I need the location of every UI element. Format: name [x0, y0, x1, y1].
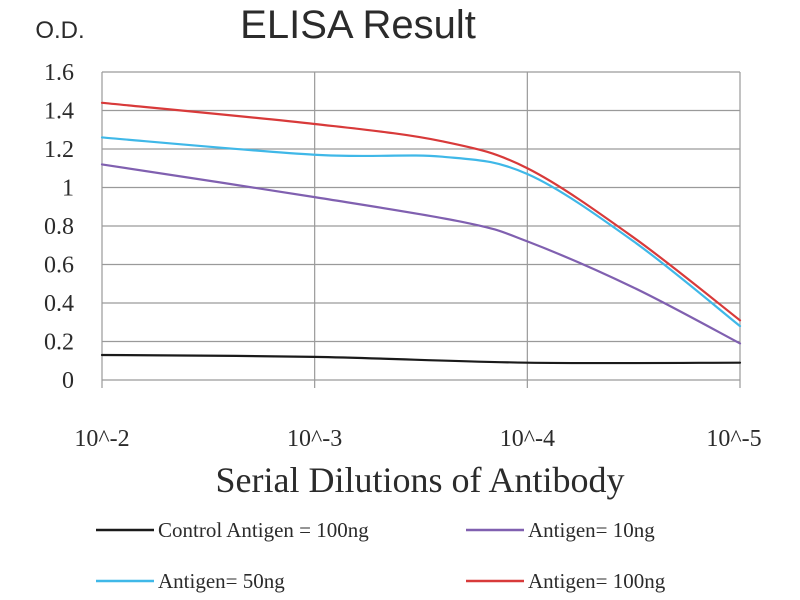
x-tick-labels: 10^-2 10^-3 10^-4 10^-5 — [74, 426, 761, 452]
series-lines — [100, 101, 742, 365]
y-tick-label: 0.4 — [44, 291, 74, 317]
series-line-control-antigen-100ng — [100, 353, 742, 365]
y-tick-label: 0.6 — [44, 253, 74, 279]
y-tick-label: 0.8 — [44, 214, 74, 240]
legend-label: Antigen= 10ng — [528, 518, 655, 542]
y-tick-labels: 1.6 1.4 1.2 1 0.8 0.6 0.4 0.2 0 — [44, 60, 74, 394]
legend-label: Antigen= 100ng — [528, 569, 666, 593]
legend: Control Antigen = 100ng Antigen= 10ng Anti… — [96, 518, 666, 593]
chart-title: ELISA Result — [240, 3, 476, 47]
y-tick-label: 0.2 — [44, 330, 74, 356]
x-tick-label: 10^-5 — [706, 426, 761, 452]
legend-label: Antigen= 50ng — [158, 569, 285, 593]
x-tick-label: 10^-4 — [500, 426, 555, 452]
series-line-antigen-10ng — [100, 163, 742, 345]
x-tick-label: 10^-3 — [287, 426, 342, 452]
y-tick-label: 1.4 — [44, 99, 74, 125]
series-line-antigen-100ng — [100, 101, 742, 322]
series-line-antigen-50ng — [100, 136, 742, 328]
y-tick-label: 1.6 — [44, 60, 74, 86]
x-tick-label: 10^-2 — [74, 426, 129, 452]
y-axis-label: O.D. — [35, 17, 84, 44]
y-tick-label: 1.2 — [44, 137, 74, 163]
y-tick-label: 1 — [62, 176, 74, 202]
legend-label: Control Antigen = 100ng — [158, 518, 369, 542]
grid-lines — [101, 71, 741, 388]
x-axis-label: Serial Dilutions of Antibody — [216, 460, 625, 500]
y-tick-label: 0 — [62, 368, 74, 394]
